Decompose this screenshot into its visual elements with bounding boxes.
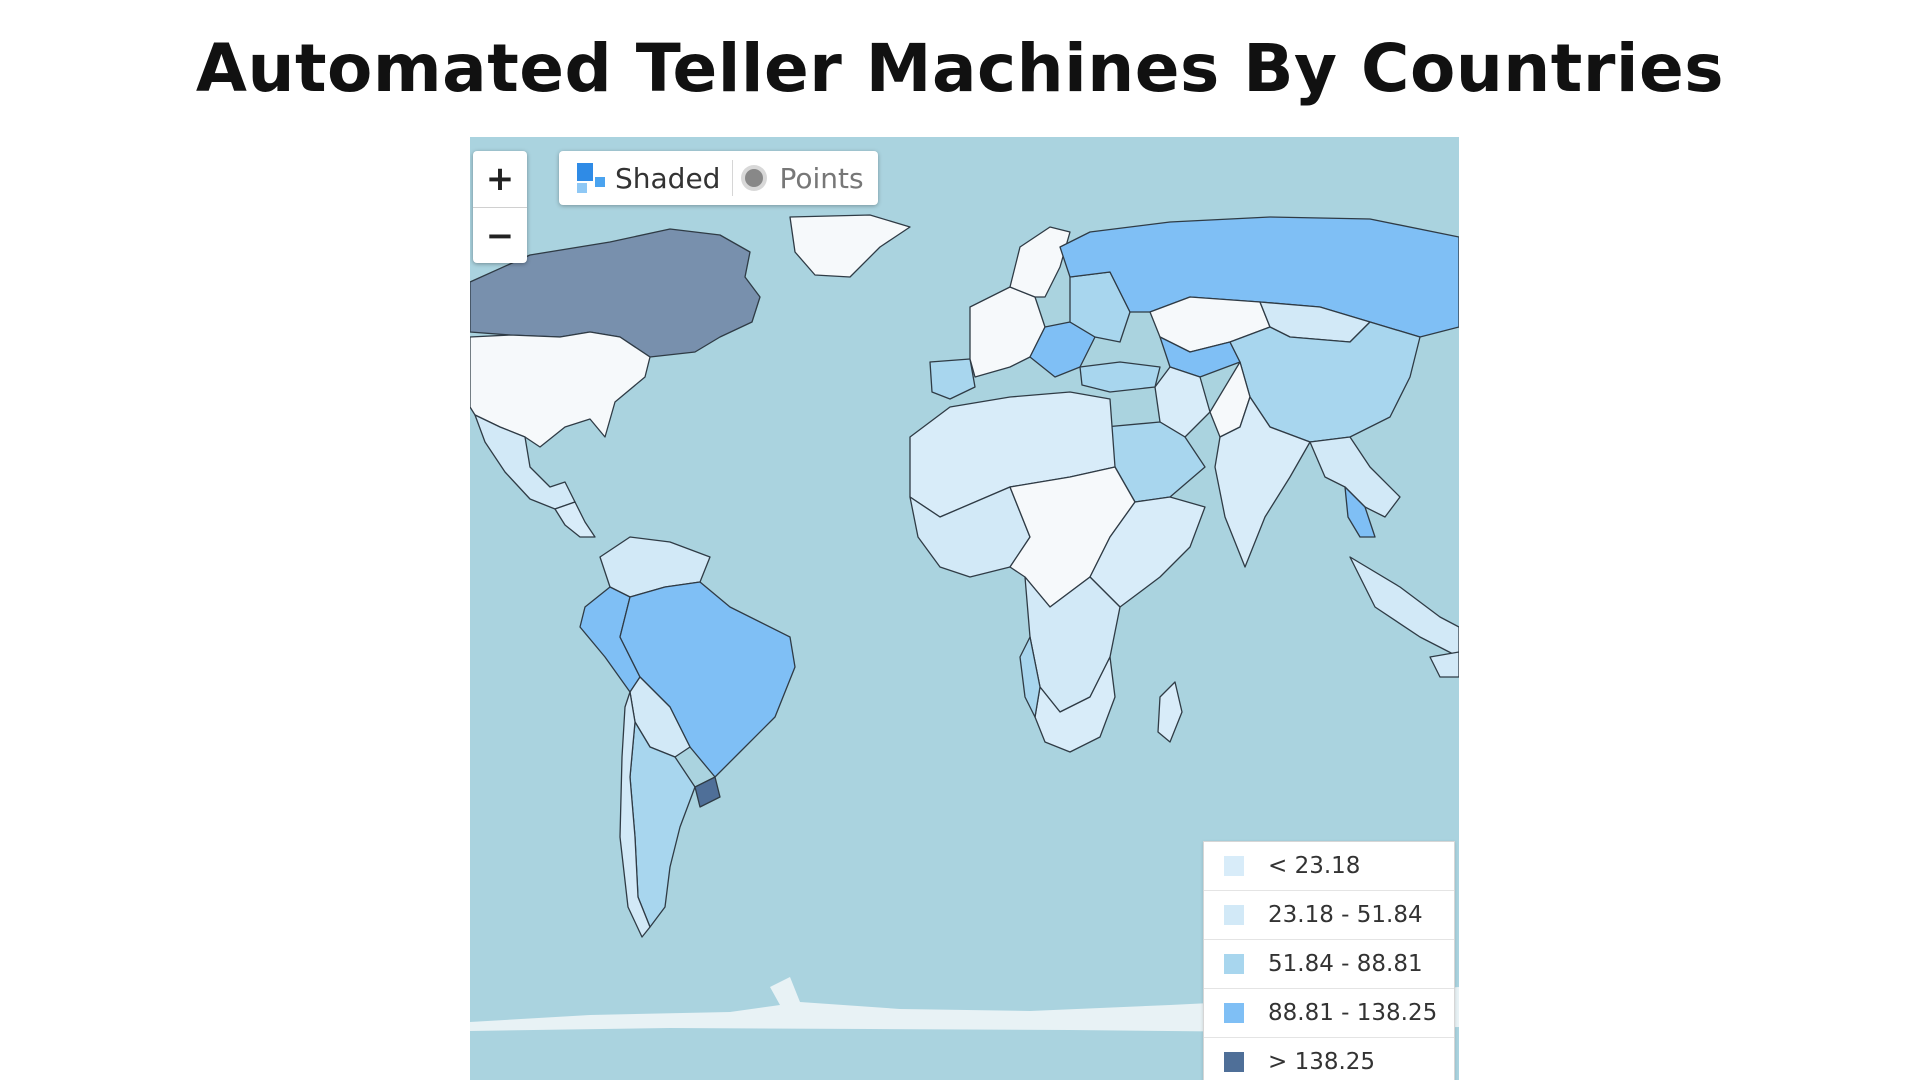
country-turkey[interactable] xyxy=(1079,361,1161,393)
legend-swatch xyxy=(1224,1052,1244,1072)
country-mexico[interactable] xyxy=(474,414,576,510)
legend-label: > 138.25 xyxy=(1268,1049,1376,1075)
points-dot-icon xyxy=(745,169,764,187)
country-indonesia-malaysia[interactable] xyxy=(1349,556,1459,658)
country-papua-region[interactable] xyxy=(1429,651,1459,678)
country-iberia[interactable] xyxy=(929,358,976,400)
legend-swatch xyxy=(1224,856,1244,876)
world-map[interactable] xyxy=(470,137,1459,1080)
points-mode-label: Points xyxy=(779,161,864,195)
legend-swatch xyxy=(1224,1003,1244,1023)
display-mode-toggle: Shaded Points xyxy=(559,151,878,205)
zoom-out-button[interactable]: − xyxy=(473,207,527,264)
shaded-mode-option[interactable]: Shaded xyxy=(577,162,720,195)
legend-item: 23.18 - 51.84 xyxy=(1204,891,1454,940)
page-title: Automated Teller Machines By Countries xyxy=(195,30,1725,107)
country-chile[interactable] xyxy=(619,691,651,938)
country-madagascar[interactable] xyxy=(1157,681,1183,743)
legend-label: < 23.18 xyxy=(1268,853,1361,879)
country-uruguay[interactable] xyxy=(694,776,721,808)
legend-item: 51.84 - 88.81 xyxy=(1204,940,1454,989)
map-legend: < 23.18 23.18 - 51.84 51.84 - 88.81 88.8… xyxy=(1203,841,1455,1080)
shaded-squares-icon xyxy=(577,163,607,193)
country-india[interactable] xyxy=(1214,396,1311,568)
toggle-divider xyxy=(732,160,734,196)
zoom-control: + − xyxy=(473,151,527,263)
legend-item: 88.81 - 138.25 xyxy=(1204,989,1454,1038)
shaded-mode-label: Shaded xyxy=(615,161,721,195)
zoom-in-button[interactable]: + xyxy=(485,159,515,199)
legend-item: < 23.18 xyxy=(1204,842,1454,891)
legend-label: 23.18 - 51.84 xyxy=(1268,902,1423,928)
legend-swatch xyxy=(1224,954,1244,974)
country-thailand[interactable] xyxy=(1344,486,1376,538)
points-mode-option[interactable]: Points xyxy=(745,161,864,195)
region-southeast-asia[interactable] xyxy=(1309,436,1401,518)
country-greenland[interactable] xyxy=(789,214,911,278)
country-south-africa[interactable] xyxy=(1034,656,1116,753)
country-namibia[interactable] xyxy=(1019,636,1041,718)
legend-swatch xyxy=(1224,905,1244,925)
legend-label: 88.81 - 138.25 xyxy=(1268,1000,1438,1026)
legend-item: > 138.25 xyxy=(1204,1038,1454,1080)
legend-label: 51.84 - 88.81 xyxy=(1268,951,1423,977)
region-central-america[interactable] xyxy=(554,501,596,538)
map-viewport[interactable]: + − Shaded Points < 23.18 23.18 - 51.84 xyxy=(470,137,1459,1080)
